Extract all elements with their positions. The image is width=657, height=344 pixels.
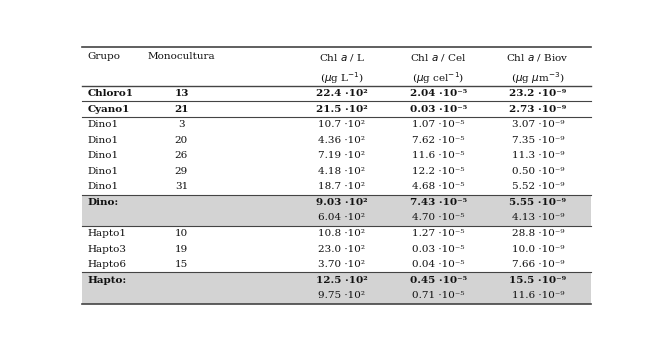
Text: 6.04 ·10²: 6.04 ·10² [318, 214, 365, 223]
Text: 23.0 ·10²: 23.0 ·10² [318, 245, 365, 254]
Text: ($\mu$g L$^{-1}$): ($\mu$g L$^{-1}$) [320, 71, 364, 86]
Text: 1.07 ·10⁻⁵: 1.07 ·10⁻⁵ [413, 120, 464, 129]
Text: Chl $a$ / Biov: Chl $a$ / Biov [507, 52, 569, 63]
Text: 0.04 ·10⁻⁵: 0.04 ·10⁻⁵ [413, 260, 464, 269]
Text: 1.27 ·10⁻⁵: 1.27 ·10⁻⁵ [413, 229, 464, 238]
Text: 7.62 ·10⁻⁵: 7.62 ·10⁻⁵ [413, 136, 464, 145]
Text: Chl $a$ / L: Chl $a$ / L [319, 52, 365, 63]
Text: 4.36 ·10²: 4.36 ·10² [318, 136, 365, 145]
Text: 11.3 ·10⁻⁹: 11.3 ·10⁻⁹ [512, 151, 564, 160]
Text: 13: 13 [174, 89, 189, 98]
Text: Monocultura: Monocultura [148, 52, 215, 61]
Text: ($\mu$g $\mu$m$^{-3}$): ($\mu$g $\mu$m$^{-3}$) [511, 71, 564, 86]
Text: 2.73 ·10⁻⁹: 2.73 ·10⁻⁹ [509, 105, 566, 114]
FancyBboxPatch shape [82, 210, 591, 226]
Text: 7.35 ·10⁻⁹: 7.35 ·10⁻⁹ [512, 136, 564, 145]
Text: 3.07 ·10⁻⁹: 3.07 ·10⁻⁹ [512, 120, 564, 129]
Text: Dino:: Dino: [87, 198, 118, 207]
Text: 7.66 ·10⁻⁹: 7.66 ·10⁻⁹ [512, 260, 564, 269]
Text: Dino1: Dino1 [87, 182, 118, 191]
Text: 0.03 ·10⁻⁵: 0.03 ·10⁻⁵ [413, 245, 464, 254]
Text: 12.5 ·10²: 12.5 ·10² [316, 276, 368, 285]
Text: 9.75 ·10²: 9.75 ·10² [318, 291, 365, 300]
Text: 9.03 ·10²: 9.03 ·10² [316, 198, 368, 207]
Text: 21: 21 [174, 105, 189, 114]
Text: 5.55 ·10⁻⁹: 5.55 ·10⁻⁹ [509, 198, 566, 207]
Text: 31: 31 [175, 182, 188, 191]
Text: 4.68 ·10⁻⁵: 4.68 ·10⁻⁵ [413, 182, 464, 191]
Text: 3.70 ·10²: 3.70 ·10² [318, 260, 365, 269]
Text: 10.7 ·10²: 10.7 ·10² [318, 120, 365, 129]
Text: Chl $a$ / Cel: Chl $a$ / Cel [410, 52, 467, 63]
Text: Hapto:: Hapto: [87, 276, 126, 285]
Text: Dino1: Dino1 [87, 167, 118, 176]
Text: 0.03 ·10⁻⁵: 0.03 ·10⁻⁵ [410, 105, 467, 114]
Text: Dino1: Dino1 [87, 120, 118, 129]
Text: 19: 19 [175, 245, 188, 254]
Text: 0.45 ·10⁻⁵: 0.45 ·10⁻⁵ [410, 276, 467, 285]
Text: 2.04 ·10⁻⁵: 2.04 ·10⁻⁵ [410, 89, 467, 98]
Text: 7.43 ·10⁻⁵: 7.43 ·10⁻⁵ [410, 198, 467, 207]
Text: ($\mu$g cel$^{-1}$): ($\mu$g cel$^{-1}$) [413, 71, 464, 86]
Text: Hapto6: Hapto6 [87, 260, 126, 269]
Text: 12.2 ·10⁻⁵: 12.2 ·10⁻⁵ [413, 167, 464, 176]
Text: 10: 10 [175, 229, 188, 238]
Text: Dino1: Dino1 [87, 151, 118, 160]
FancyBboxPatch shape [82, 272, 591, 288]
Text: 11.6 ·10⁻⁵: 11.6 ·10⁻⁵ [413, 151, 464, 160]
Text: Chloro1: Chloro1 [87, 89, 133, 98]
Text: 10.8 ·10²: 10.8 ·10² [318, 229, 365, 238]
FancyBboxPatch shape [82, 195, 591, 210]
Text: 4.70 ·10⁻⁵: 4.70 ·10⁻⁵ [413, 214, 464, 223]
Text: Grupo: Grupo [87, 52, 120, 61]
Text: 26: 26 [175, 151, 188, 160]
FancyBboxPatch shape [82, 288, 591, 303]
Text: 22.4 ·10²: 22.4 ·10² [316, 89, 368, 98]
Text: Cyano1: Cyano1 [87, 105, 129, 114]
Text: 4.13 ·10⁻⁹: 4.13 ·10⁻⁹ [512, 214, 564, 223]
Text: 23.2 ·10⁻⁹: 23.2 ·10⁻⁹ [509, 89, 566, 98]
Text: 18.7 ·10²: 18.7 ·10² [318, 182, 365, 191]
Text: 10.0 ·10⁻⁹: 10.0 ·10⁻⁹ [512, 245, 564, 254]
Text: 5.52 ·10⁻⁹: 5.52 ·10⁻⁹ [512, 182, 564, 191]
Text: 7.19 ·10²: 7.19 ·10² [318, 151, 365, 160]
Text: 15: 15 [175, 260, 188, 269]
Text: 15.5 ·10⁻⁹: 15.5 ·10⁻⁹ [509, 276, 566, 285]
Text: Hapto3: Hapto3 [87, 245, 126, 254]
Text: Hapto1: Hapto1 [87, 229, 126, 238]
Text: 0.71 ·10⁻⁵: 0.71 ·10⁻⁵ [413, 291, 464, 300]
Text: Dino1: Dino1 [87, 136, 118, 145]
Text: 20: 20 [175, 136, 188, 145]
Text: 21.5 ·10²: 21.5 ·10² [316, 105, 368, 114]
Text: 11.6 ·10⁻⁹: 11.6 ·10⁻⁹ [512, 291, 564, 300]
Text: 29: 29 [175, 167, 188, 176]
Text: 4.18 ·10²: 4.18 ·10² [318, 167, 365, 176]
Text: 3: 3 [178, 120, 185, 129]
Text: 28.8 ·10⁻⁹: 28.8 ·10⁻⁹ [512, 229, 564, 238]
Text: 0.50 ·10⁻⁹: 0.50 ·10⁻⁹ [512, 167, 564, 176]
